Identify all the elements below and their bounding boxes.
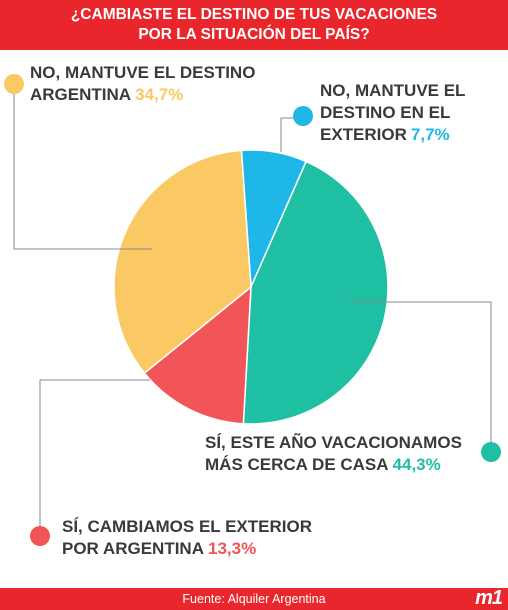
- title-line-2: POR LA SITUACIÓN DEL PAÍS?: [138, 26, 370, 43]
- title-line-1: ¿CAMBIASTE EL DESTINO DE TUS VACACIONES: [70, 6, 438, 23]
- legend-dot-yellow: [4, 74, 24, 94]
- label-teal-line-1: SÍ, ESTE AÑO VACACIONAMOS: [205, 433, 462, 452]
- pie-slice-red: [143, 285, 252, 425]
- chart-title: ¿CAMBIASTE EL DESTINO DE TUS VACACIONES …: [0, 0, 508, 50]
- label-teal: SÍ, ESTE AÑO VACACIONAMOS MÁS CERCA DE C…: [205, 432, 462, 476]
- legend-dot-red: [30, 526, 50, 546]
- label-blue-line-3: EXTERIOR: [320, 125, 407, 144]
- label-teal-line-2: MÁS CERCA DE CASA: [205, 455, 389, 474]
- leader-line-yellow: [13, 87, 152, 250]
- label-yellow-line-1: NO, MANTUVE EL DESTINO: [30, 63, 256, 82]
- source-text: Fuente: Alquiler Argentina: [182, 592, 326, 606]
- value-label-teal: 44,3%: [392, 455, 441, 474]
- label-yellow: NO, MANTUVE EL DESTINO ARGENTINA 34,7%: [30, 62, 255, 106]
- legend-dot-teal: [481, 442, 501, 462]
- legend-dot-blue: [293, 106, 313, 126]
- label-red: SÍ, CAMBIAMOS EL EXTERIOR POR ARGENTINA 1…: [62, 516, 312, 560]
- label-blue-line-1: NO, MANTUVE EL: [320, 81, 466, 100]
- label-blue-line-2: DESTINO EN EL: [320, 103, 451, 122]
- label-red-line-2: POR ARGENTINA: [62, 539, 204, 558]
- value-label-yellow: 34,7%: [135, 85, 184, 104]
- pie-slice-teal: [242, 160, 389, 425]
- pie-slice-yellow: [113, 149, 252, 375]
- leader-line-teal: [350, 301, 492, 448]
- label-blue: NO, MANTUVE EL DESTINO EN EL EXTERIOR 7,7…: [320, 80, 465, 146]
- label-yellow-line-2: ARGENTINA: [30, 85, 132, 104]
- value-label-blue: 7,7%: [410, 125, 450, 144]
- leader-line-red: [39, 379, 150, 534]
- value-label-red: 13,3%: [208, 539, 257, 558]
- brand-logo: m1: [475, 587, 503, 609]
- footer-bar: Fuente: Alquiler Argentina m1: [0, 587, 508, 610]
- label-red-line-1: SÍ, CAMBIAMOS EL EXTERIOR: [62, 517, 312, 536]
